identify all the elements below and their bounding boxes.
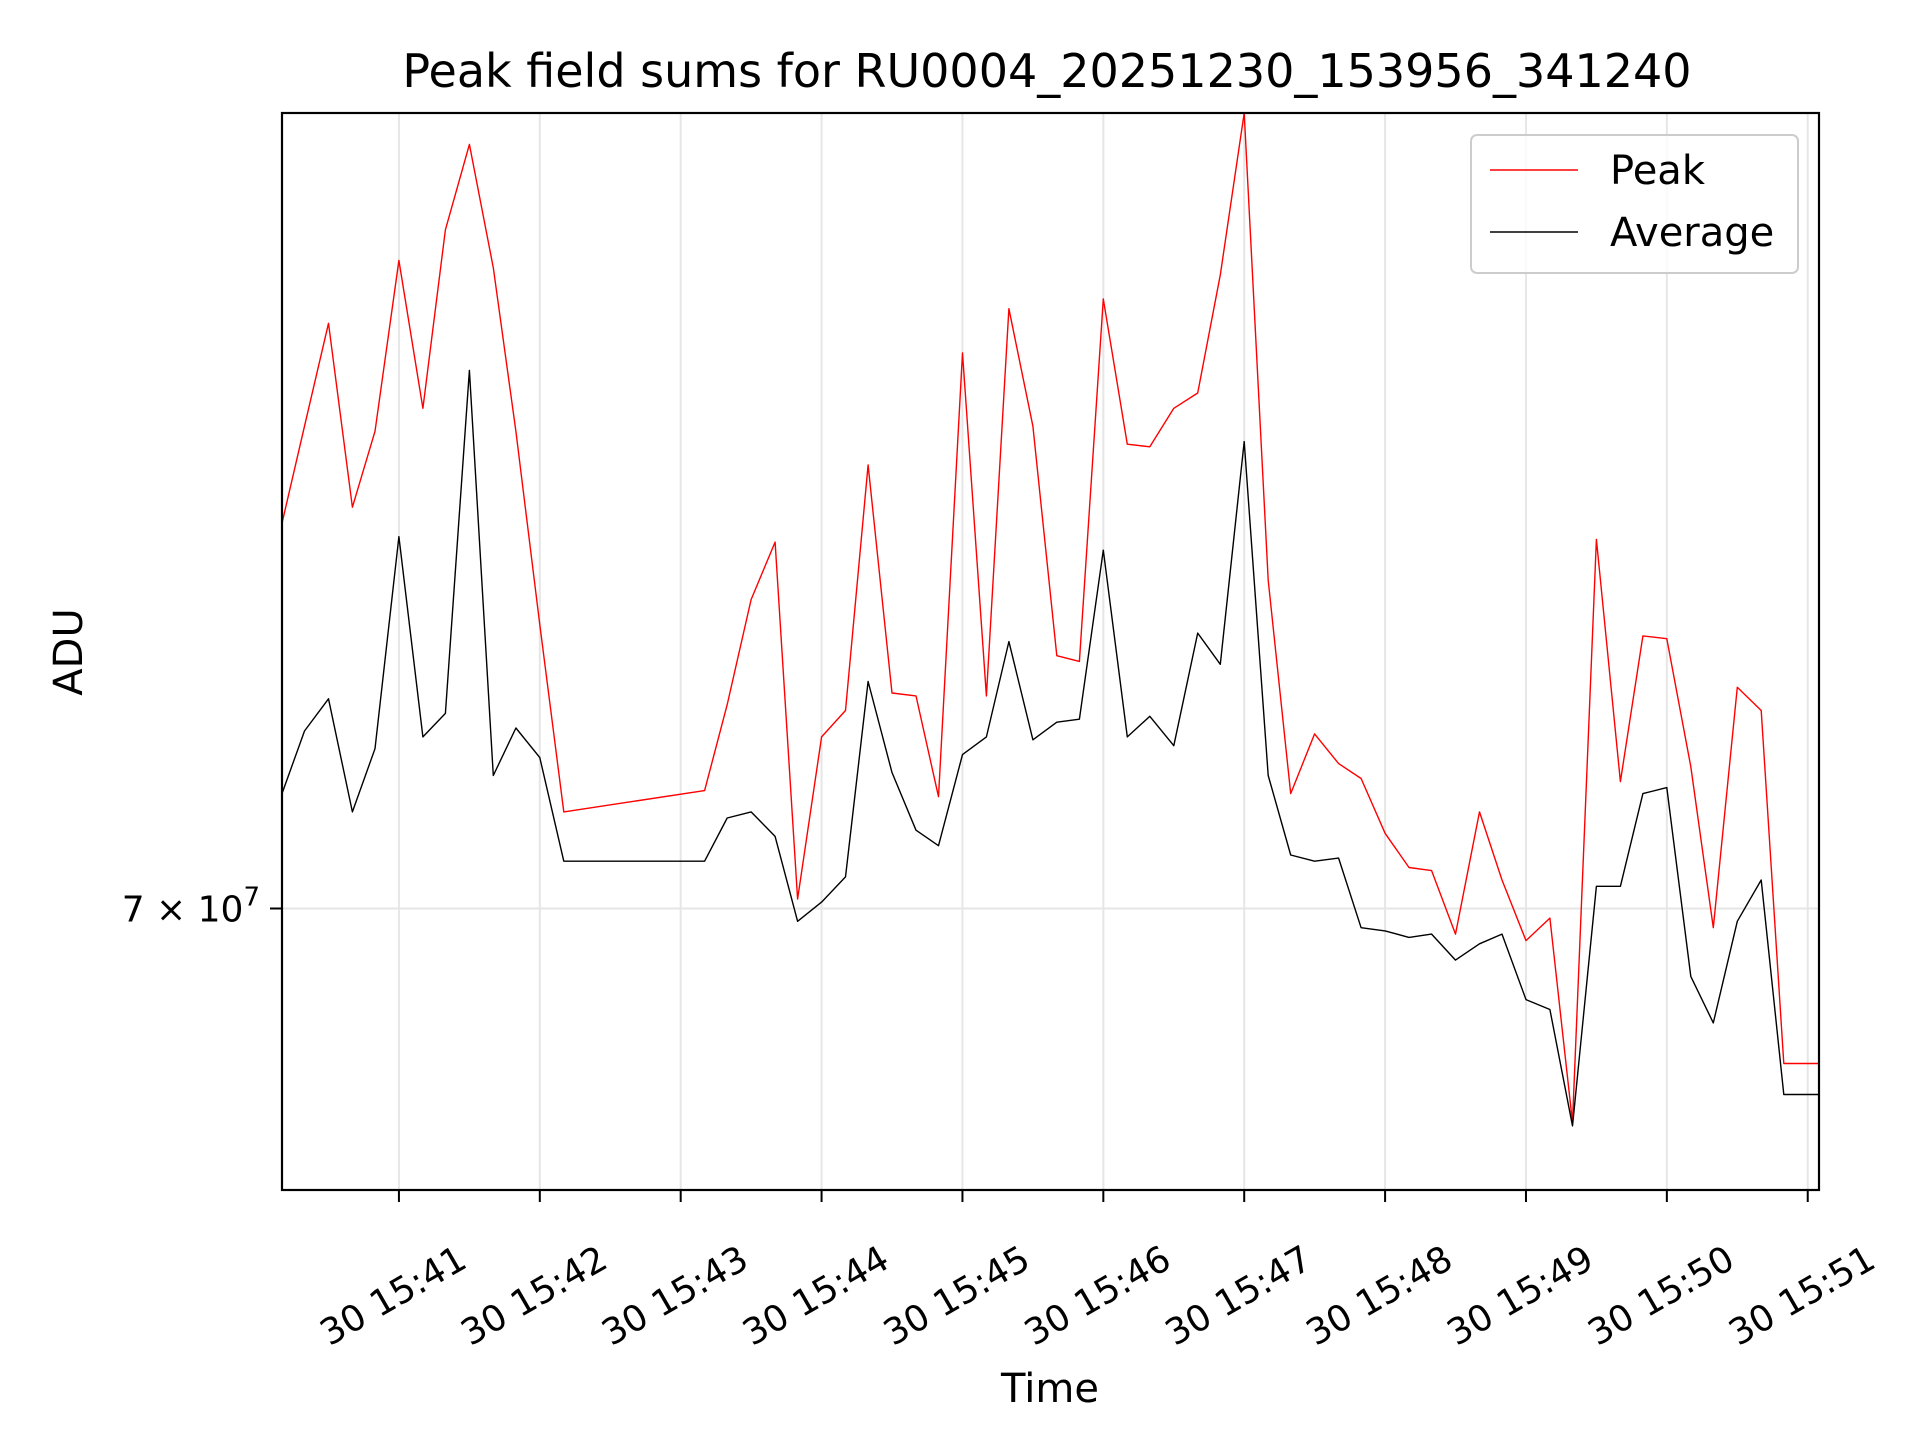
legend-peak-label: Peak [1610,148,1706,194]
y-axis-ticks: 7 × 107 [122,883,282,931]
series-lines [282,113,1819,1127]
y-tick-label-exponent: 7 [243,883,260,913]
legend-average-label: Average [1610,210,1774,256]
series-line-average [282,369,1819,1127]
y-axis-label: ADU [46,608,92,695]
series-line-peak [282,113,1819,1124]
chart-title: Peak field sums for RU0004_20251230_1539… [402,44,1691,98]
plot-frame [280,111,1821,1192]
legend: Peak Average [1470,134,1799,274]
y-tick-label-base: 7 × 10 [122,890,244,931]
grid-lines [282,113,1819,1190]
x-axis-label: Time [1000,1366,1099,1412]
y-tick-label: 7 × 107 [122,883,260,931]
